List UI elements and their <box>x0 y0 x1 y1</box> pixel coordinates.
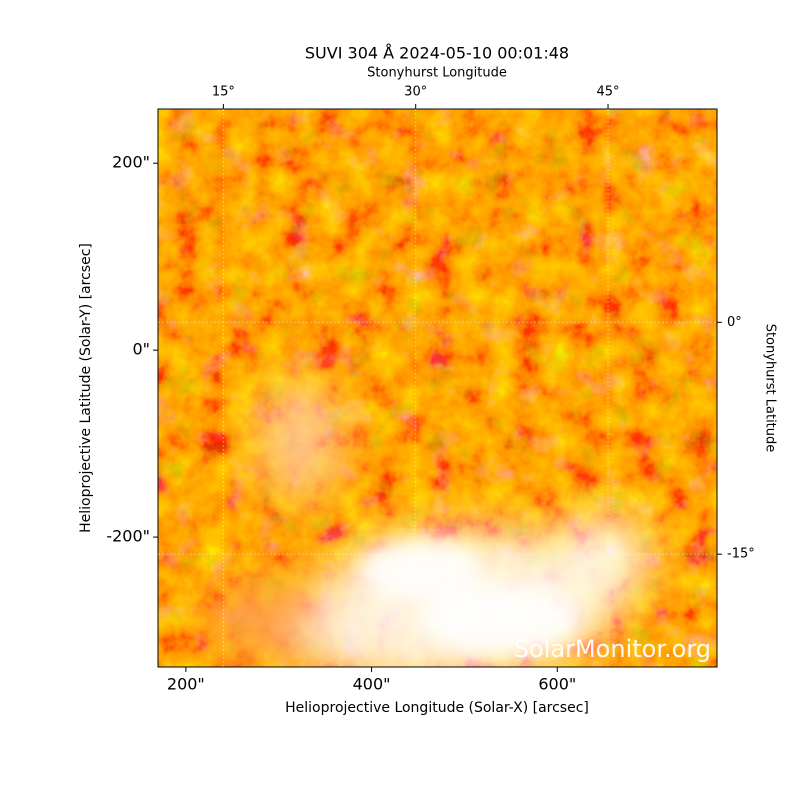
x-tick-label: 400" <box>353 675 391 694</box>
y-tick-label: -200" <box>106 527 150 546</box>
y-tick-label: 200" <box>112 153 150 172</box>
axes-frame <box>157 108 718 668</box>
x-axis-label: Helioprojective Longitude (Solar-X) [arc… <box>285 700 589 716</box>
y2-tick-label: 0° <box>727 315 742 330</box>
y2-tick-label: -15° <box>727 547 755 562</box>
y2-axis-label: Stonyhurst Latitude <box>763 324 778 453</box>
chart-title: SUVI 304 Å 2024-05-10 00:01:48 <box>305 44 569 63</box>
watermark: SolarMonitor.org <box>514 635 711 663</box>
x2-tick-label: 15° <box>212 85 235 100</box>
solar-image <box>158 109 717 667</box>
y-axis-label: Helioprojective Latitude (Solar-Y) [arcs… <box>78 243 94 533</box>
x2-tick-label: 30° <box>404 85 427 100</box>
x2-tick-label: 45° <box>596 85 619 100</box>
x2-axis-label: Stonyhurst Longitude <box>367 66 507 81</box>
x-tick-label: 600" <box>538 675 576 694</box>
y-tick-label: 0" <box>132 340 150 359</box>
x-tick-label: 200" <box>167 675 205 694</box>
